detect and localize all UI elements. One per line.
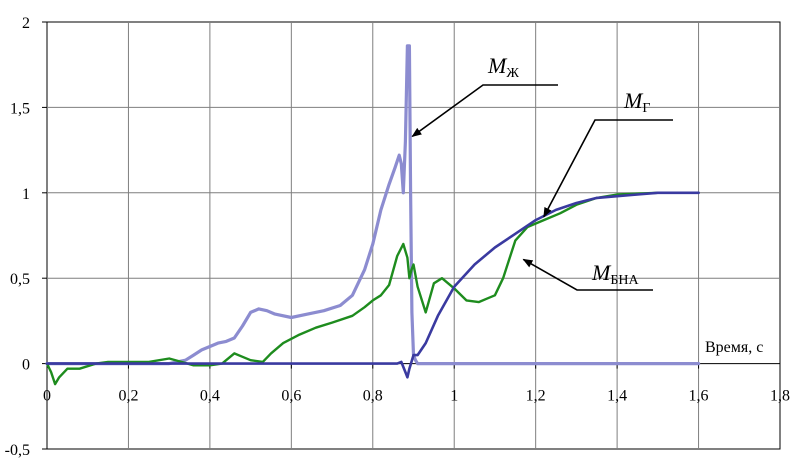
y-tick-label: 0,5 [10,271,30,288]
y-tick-label: 1 [22,186,30,203]
annotation-symbol: M [623,88,644,113]
annotation-label-bna: MБНА [591,260,639,288]
y-tick-label: 0 [22,357,30,374]
x-tick-label: 0,4 [200,388,220,405]
y-tick-label: 1,5 [10,100,30,117]
x-tick-label: 1,8 [770,388,790,405]
y-tick-label: -0,5 [5,442,30,459]
tick-labels: 0 0,2 0,4 0,6 0,8 1 1,2 1,4 1,6 1,8 -0,5 0 0,5 1 1,5 2 [5,15,790,459]
x-tick-label: 0 [43,388,51,405]
annotation-label-zh: MЖ [487,53,519,81]
y-tick-label: 2 [22,15,30,32]
annotation-subscript: БНА [610,273,639,288]
annotation-subscript: Ж [506,66,519,81]
annotation-symbol: M [487,53,508,78]
annotation-arrow-bna [522,258,653,291]
x-axis-label: Время, с [705,339,763,356]
grid-lines [42,21,781,450]
annotation-arrow-g [543,119,673,218]
x-tick-label: 1,6 [689,388,709,405]
x-tick-label: 0,8 [363,388,383,405]
annotation-label-g: MГ [623,88,650,116]
x-tick-label: 1,2 [526,388,546,405]
x-tick-label: 0,2 [118,388,138,405]
series-lines [45,44,701,386]
annotation-symbol: M [591,260,612,285]
annotation-subscript: Г [642,101,650,116]
series-line-g [45,191,700,379]
x-tick-label: 0,6 [281,388,301,405]
x-tick-label: 1,4 [607,388,627,405]
x-tick-label: 1 [450,388,458,405]
series-line-bna [45,191,700,386]
plot-area [46,21,781,450]
annotation-arrow-zh [411,84,558,138]
